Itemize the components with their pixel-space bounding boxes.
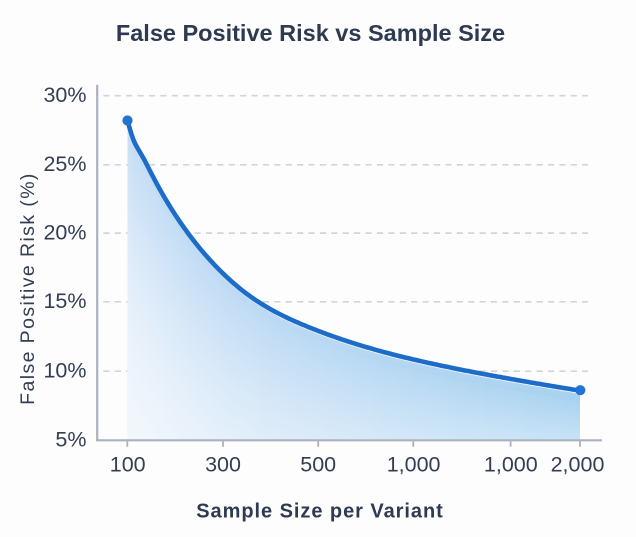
svg-text:500: 500 — [300, 452, 336, 476]
svg-text:20%: 20% — [43, 220, 86, 244]
svg-text:300: 300 — [205, 452, 241, 476]
svg-text:2,000: 2,000 — [551, 452, 605, 476]
svg-text:30%: 30% — [43, 83, 86, 107]
svg-text:15%: 15% — [43, 289, 86, 313]
svg-text:5%: 5% — [55, 427, 86, 451]
svg-text:1,000: 1,000 — [484, 452, 538, 476]
svg-text:1,000: 1,000 — [387, 452, 441, 476]
svg-text:False Positive Risk (%): False Positive Risk (%) — [17, 172, 39, 405]
svg-text:10%: 10% — [43, 359, 86, 383]
svg-text:Sample Size per Variant: Sample Size per Variant — [196, 500, 444, 522]
svg-text:100: 100 — [110, 452, 146, 476]
svg-text:False Positive Risk vs Sample: False Positive Risk vs Sample Size — [116, 20, 505, 46]
svg-text:25%: 25% — [43, 152, 86, 176]
